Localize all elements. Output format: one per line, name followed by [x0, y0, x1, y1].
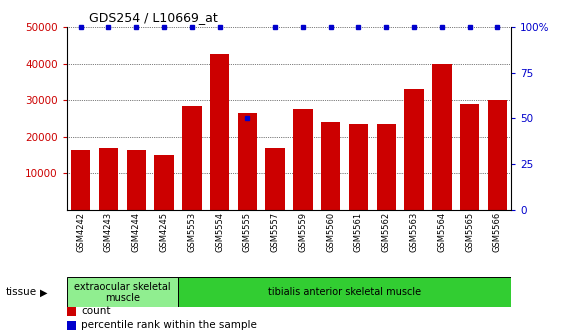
Text: GSM5563: GSM5563: [410, 212, 418, 252]
Bar: [67, 307, 76, 316]
Text: ▶: ▶: [40, 287, 47, 297]
Text: percentile rank within the sample: percentile rank within the sample: [81, 320, 257, 330]
Text: extraocular skeletal
muscle: extraocular skeletal muscle: [74, 282, 171, 303]
Bar: [238, 113, 257, 210]
Text: GDS254 / L10669_at: GDS254 / L10669_at: [89, 11, 218, 24]
Bar: [67, 277, 178, 307]
Text: GSM4245: GSM4245: [160, 212, 168, 252]
Text: GSM5564: GSM5564: [437, 212, 446, 252]
Text: count: count: [81, 306, 111, 317]
Text: GSM4242: GSM4242: [76, 212, 85, 252]
Bar: [99, 148, 118, 210]
Text: GSM4244: GSM4244: [132, 212, 141, 252]
Bar: [178, 277, 511, 307]
Bar: [127, 150, 146, 210]
Text: GSM5560: GSM5560: [326, 212, 335, 252]
Bar: [67, 321, 76, 330]
Text: tibialis anterior skeletal muscle: tibialis anterior skeletal muscle: [268, 287, 421, 297]
Text: GSM5565: GSM5565: [465, 212, 474, 252]
Text: GSM5557: GSM5557: [271, 212, 279, 252]
Text: GSM5562: GSM5562: [382, 212, 391, 252]
Text: GSM5561: GSM5561: [354, 212, 363, 252]
Text: GSM5559: GSM5559: [299, 212, 307, 252]
Text: GSM5566: GSM5566: [493, 212, 502, 252]
Text: tissue: tissue: [6, 287, 37, 297]
Bar: [321, 122, 340, 210]
Bar: [487, 100, 507, 210]
Bar: [293, 109, 313, 210]
Bar: [155, 155, 174, 210]
Bar: [460, 104, 479, 210]
Bar: [376, 124, 396, 210]
Bar: [349, 124, 368, 210]
Bar: [432, 64, 451, 210]
Text: GSM5555: GSM5555: [243, 212, 252, 252]
Bar: [266, 148, 285, 210]
Bar: [71, 150, 91, 210]
Text: GSM5553: GSM5553: [187, 212, 196, 252]
Bar: [182, 106, 202, 210]
Text: GSM4243: GSM4243: [104, 212, 113, 252]
Bar: [210, 54, 229, 210]
Text: GSM5554: GSM5554: [215, 212, 224, 252]
Bar: [404, 89, 424, 210]
